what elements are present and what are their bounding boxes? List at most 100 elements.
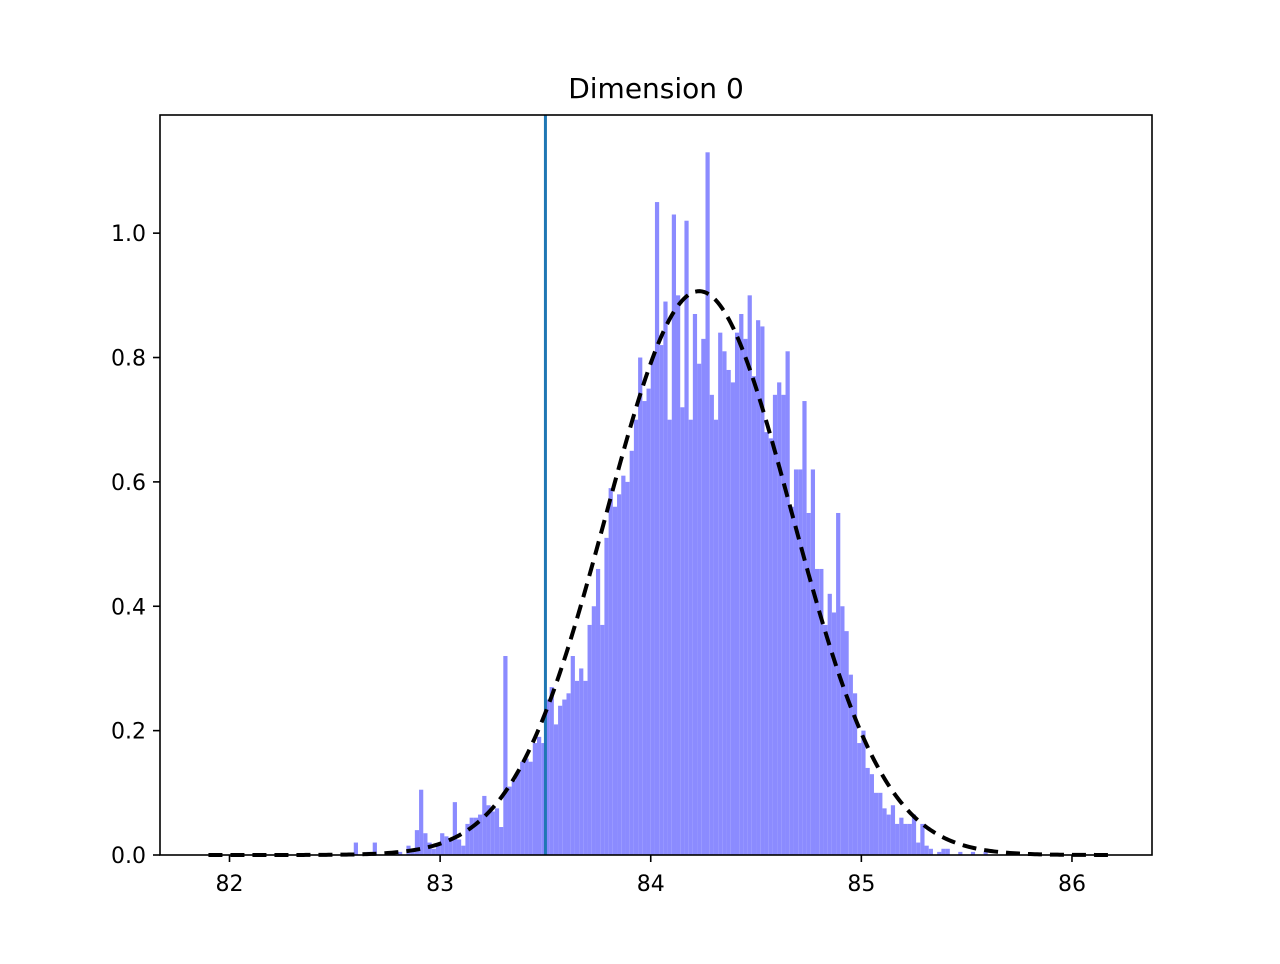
histogram-bar	[890, 805, 896, 855]
histogram-bar	[760, 326, 765, 855]
histogram-bar	[591, 606, 596, 855]
histogram-bar	[431, 848, 436, 855]
histogram-bar	[958, 851, 963, 855]
histogram-bar	[848, 674, 853, 855]
chart-title: Dimension 0	[568, 72, 744, 105]
histogram-bar	[456, 839, 462, 855]
histogram-bar	[473, 817, 479, 855]
histogram-bar	[873, 792, 879, 855]
histogram-bar	[798, 469, 803, 855]
histogram-bar	[768, 438, 773, 855]
histogram-bar	[423, 833, 428, 855]
histogram-bar	[924, 845, 929, 855]
histogram-bar	[747, 295, 752, 856]
histogram-bar	[920, 823, 925, 855]
normal-fit-curve	[208, 289, 1115, 857]
histogram-bar	[865, 767, 870, 855]
histogram-bar	[895, 823, 900, 855]
histogram-bar	[528, 761, 533, 855]
histogram-bar	[608, 488, 613, 855]
histogram-bar	[478, 814, 483, 855]
histogram-bar	[621, 475, 626, 855]
histogram-bar	[970, 851, 976, 855]
histogram-bar	[558, 705, 563, 855]
histogram-bar	[612, 506, 618, 855]
histogram-bar	[642, 401, 647, 855]
y-tick-label: 0.0	[111, 844, 146, 869]
histogram-bar	[625, 481, 630, 855]
histogram-bar	[553, 724, 559, 855]
histogram-bar	[541, 743, 546, 855]
histogram-bar	[650, 357, 655, 855]
y-axis: 0.0 0.2 0.4 0.6 0.8 1.0	[111, 222, 160, 869]
histogram-bar	[886, 814, 891, 855]
histogram-bar	[684, 220, 689, 855]
histogram-bar	[688, 419, 693, 855]
histogram-bar	[815, 568, 820, 855]
histogram-bar	[511, 780, 516, 855]
histogram-bar	[532, 743, 537, 855]
histogram-bar	[819, 568, 824, 855]
histogram-bar	[440, 833, 445, 855]
y-tick-label: 0.2	[111, 720, 146, 745]
histogram-bar	[633, 419, 639, 855]
histogram-bar	[452, 802, 457, 855]
histogram-bar	[486, 805, 491, 855]
histogram-bar	[587, 624, 592, 855]
histogram-bar	[469, 817, 474, 855]
histogram-bar	[899, 817, 904, 855]
histogram-bar	[537, 736, 542, 855]
histogram-bar	[806, 512, 811, 855]
histogram-bar	[781, 394, 786, 855]
histogram-bar	[595, 568, 601, 855]
histogram-bar	[941, 848, 946, 855]
histogram-bar	[663, 301, 668, 855]
y-tick-label: 1.0	[111, 222, 146, 247]
histogram-bar	[566, 693, 571, 855]
histogram-bar	[764, 432, 769, 855]
histogram-bar	[697, 363, 702, 855]
histogram-bar	[705, 152, 710, 855]
histogram-bar	[520, 761, 525, 855]
histogram-bar	[840, 606, 845, 855]
histogram-bar	[831, 612, 837, 855]
histogram-bar	[600, 624, 605, 855]
histogram-bar	[465, 823, 470, 855]
histogram-bar	[353, 842, 358, 855]
histogram-bar	[372, 842, 377, 855]
histogram-bar	[916, 842, 921, 855]
histogram-bar	[983, 851, 988, 855]
histogram-bar	[937, 851, 942, 855]
histogram-bar	[638, 357, 643, 855]
histogram-bar	[878, 792, 883, 855]
histogram-bar	[461, 845, 466, 855]
histogram-bar	[583, 680, 588, 855]
histogram-bar	[671, 214, 677, 855]
histogram-bar	[789, 506, 794, 855]
histogram-bar	[907, 823, 912, 855]
histogram-bar	[861, 730, 866, 855]
histogram-bar	[507, 786, 512, 855]
histogram-bar	[562, 699, 567, 855]
histogram-bar	[604, 537, 609, 855]
histogram-bar	[777, 382, 782, 855]
histogram-bar	[499, 827, 504, 855]
histogram-bar	[524, 758, 529, 855]
histogram-bar	[709, 394, 714, 855]
histogram-bar	[680, 407, 685, 855]
histogram-bar	[676, 295, 681, 856]
histogram-bar	[617, 494, 622, 855]
normal-fit-layer	[208, 289, 1115, 857]
histogram-bar	[726, 369, 731, 855]
histogram-bars	[353, 152, 988, 856]
histogram-bar	[928, 848, 933, 855]
histogram-bar	[410, 851, 415, 855]
histogram-bar	[844, 631, 849, 855]
histogram-bar	[444, 836, 449, 855]
histogram-bar	[503, 656, 508, 855]
histogram-bar	[494, 808, 500, 855]
histogram-bar	[772, 394, 778, 855]
histogram-bar	[911, 814, 917, 855]
